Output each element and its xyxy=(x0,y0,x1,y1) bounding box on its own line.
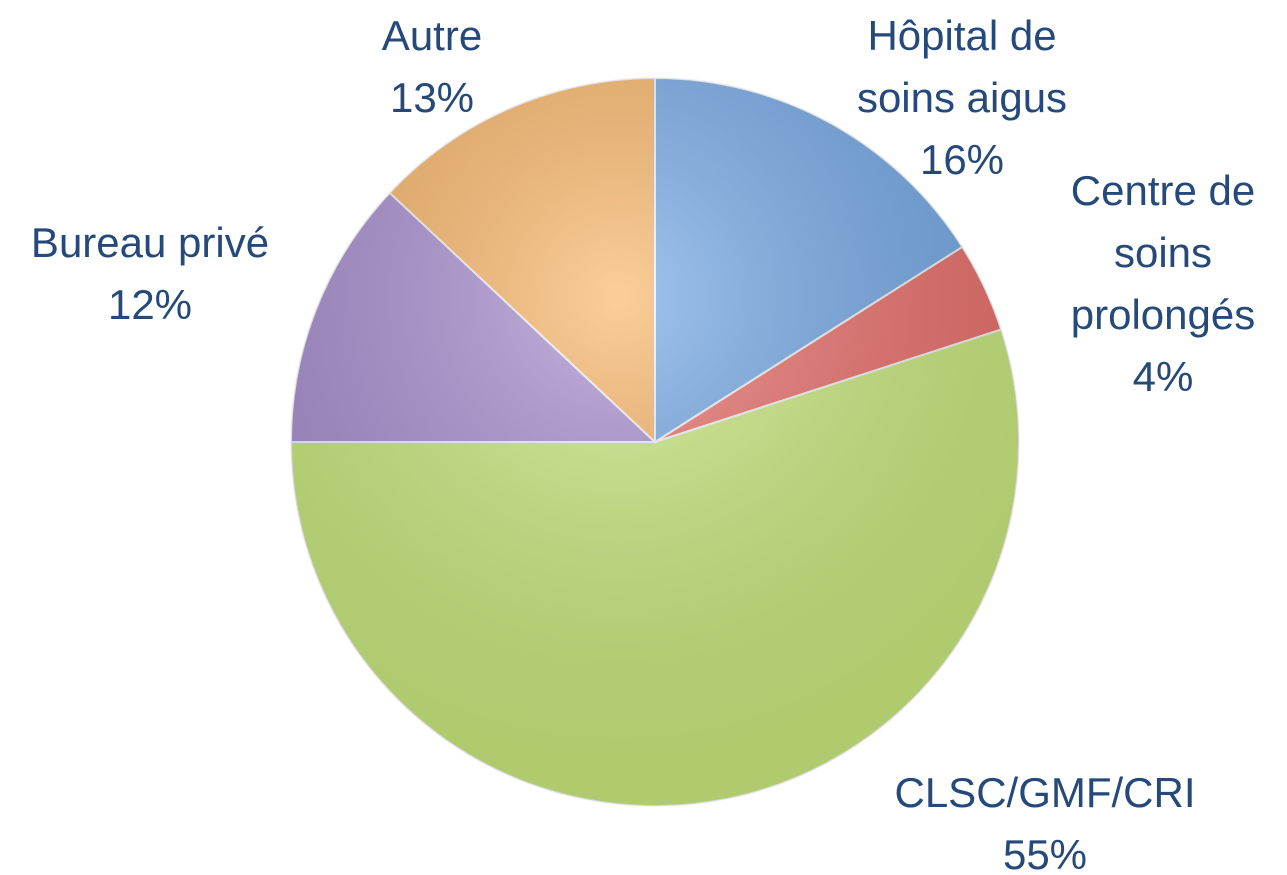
category-name: Bureau privé xyxy=(30,219,270,266)
value-label: 16% xyxy=(919,136,1005,183)
slice-label: Hôpital de soins aigus 16% xyxy=(817,5,1107,191)
value-label: 12% xyxy=(107,281,193,328)
slice-label: CLSC/GMF/CRI 55% xyxy=(894,762,1195,875)
slice-label: Autre 13% xyxy=(382,5,482,129)
value-label: 13% xyxy=(389,74,475,121)
category-name: Hôpital de soins aigus xyxy=(856,12,1068,121)
category-name: CLSC/GMF/CRI xyxy=(894,769,1196,816)
value-label: 4% xyxy=(1132,353,1194,400)
category-name: Autre xyxy=(381,12,483,59)
slice-label: Bureau privé 12% xyxy=(31,212,269,336)
value-label: 55% xyxy=(1002,831,1088,875)
slice-label: Centre de soins prolongés 4% xyxy=(1048,160,1278,408)
category-name: Centre de soins prolongés xyxy=(1070,167,1256,338)
